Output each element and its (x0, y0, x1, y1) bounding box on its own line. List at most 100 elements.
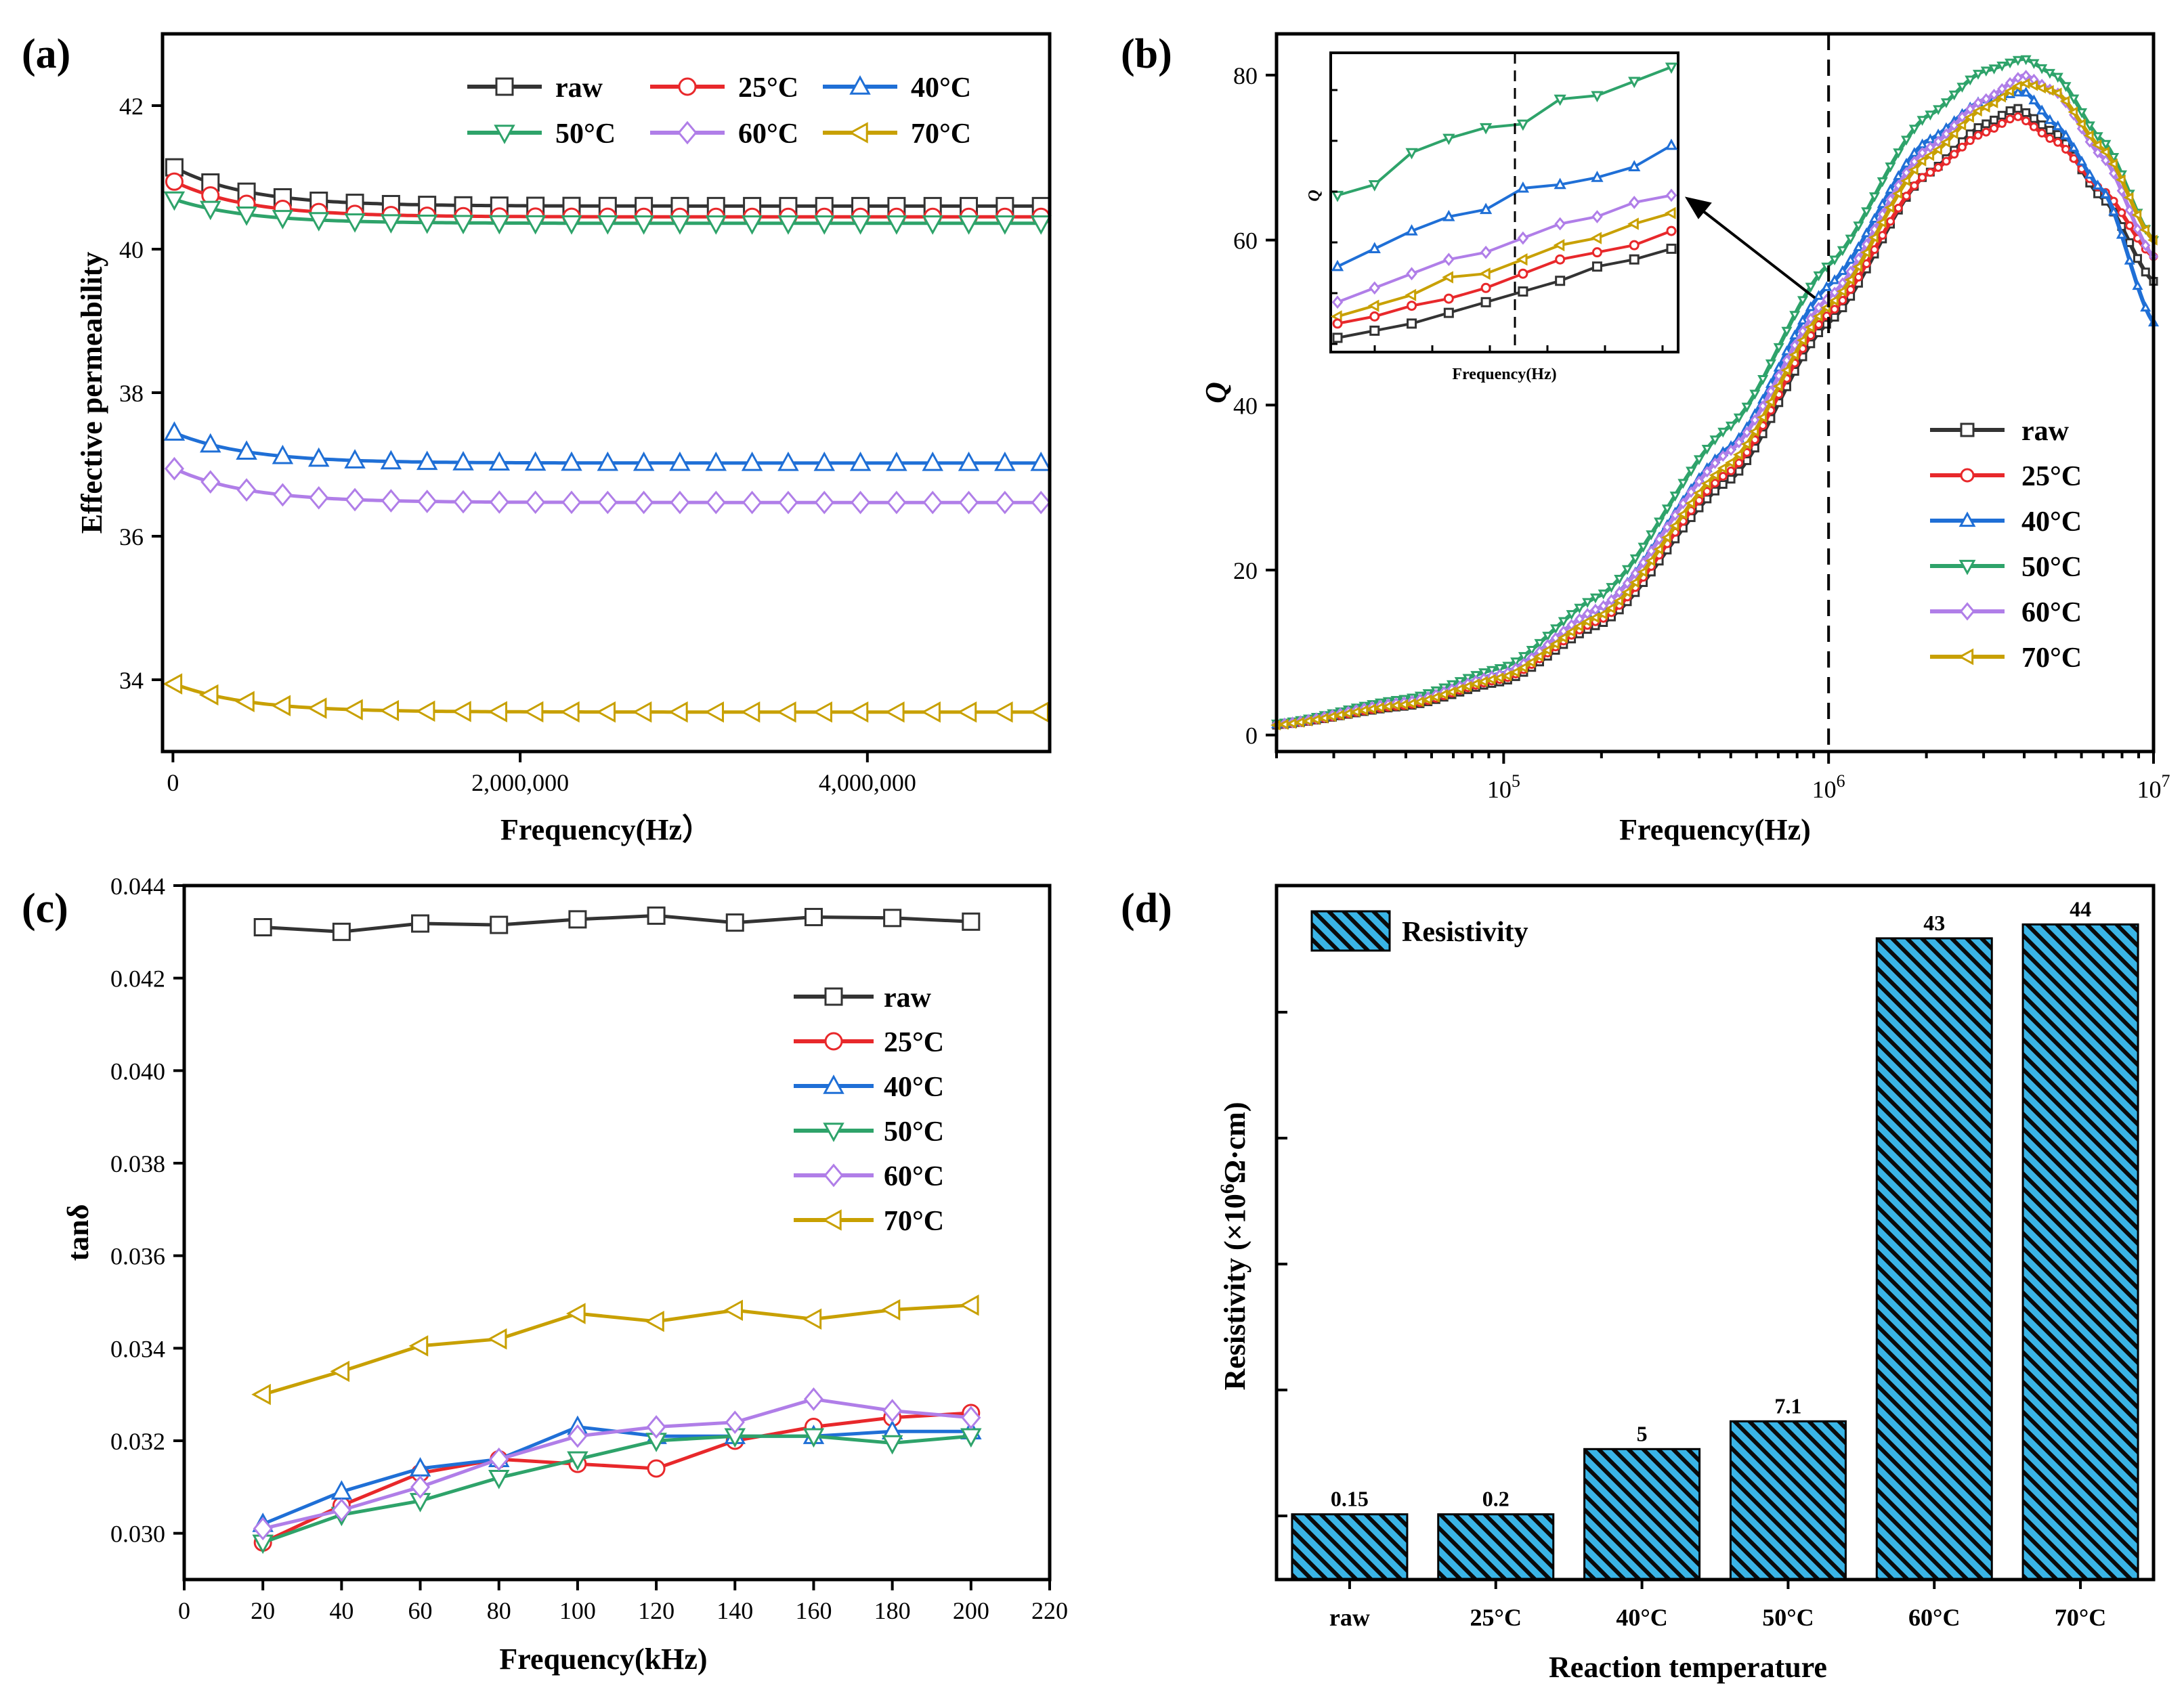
point-raw-96 (2037, 120, 2047, 129)
legend-label-60c: 60°C (884, 1161, 944, 1192)
inset: Frequency(Hz) Q (1306, 51, 1679, 383)
legend: raw 25°C 40°C 50°C 60°C 70°C (794, 982, 944, 1237)
point-50c-24 (1030, 215, 1052, 235)
point-50c-31 (1518, 652, 1529, 662)
inset-point-60c-7 (1591, 210, 1603, 223)
point-50c-88 (1972, 70, 1984, 80)
series-line-70c (262, 1303, 971, 1397)
point-40c-65 (1789, 329, 1801, 340)
y-axis-label-4: 80 (1233, 62, 1258, 89)
point-25c-76 (1878, 231, 1887, 240)
legend-label-raw: raw (2021, 416, 2070, 447)
point-50c-7 (416, 215, 438, 234)
point-50c-23 (994, 215, 1016, 235)
point-50c-62 (1765, 359, 1776, 370)
panel-a: (a) 34 36 38 40 42 0 2,000,000 4,000,000 Frequenc… (22, 31, 1052, 846)
inset-line-60c (1337, 194, 1672, 304)
point-40c-97 (2044, 114, 2055, 125)
inset-point-60c-4 (1480, 245, 1492, 259)
inset-point-60c-0 (1331, 295, 1344, 309)
legend-marker-raw (824, 987, 843, 1006)
point-raw-93 (2013, 104, 2023, 113)
point-70c-13 (1374, 702, 1384, 714)
point-70c-33 (1533, 651, 1544, 662)
point-70c-108 (2131, 209, 2142, 221)
point-raw-58 (1734, 466, 1744, 476)
point-70c-17 (1406, 698, 1416, 710)
inset-x-title: Frequency(Hz) (1452, 366, 1556, 383)
point-60c-16 (742, 490, 763, 515)
y-axis-label-3: 0.036 (110, 1243, 165, 1270)
point-60c-60 (1750, 414, 1760, 426)
point-50c-53 (1693, 455, 1705, 466)
point-70c-28 (1493, 672, 1504, 684)
x-axis-title: Frequency(kHz) (499, 1643, 707, 1676)
point-60c-91 (1997, 83, 2007, 95)
x-axis-title: Reaction temperature (1549, 1651, 1827, 1684)
point-70c-62 (1765, 396, 1775, 408)
point-70c-21 (921, 701, 941, 723)
point-50c-46 (1637, 542, 1649, 553)
plot-frame (1275, 884, 2156, 1582)
point-25c-100 (2069, 154, 2078, 163)
point-25c-59 (1742, 448, 1752, 457)
point-70c-43 (1613, 595, 1623, 607)
panel-label-b: (b) (1121, 31, 1172, 77)
point-70c-2 (408, 1335, 429, 1357)
point-40c-12 (597, 451, 619, 471)
point-50c-47 (1646, 530, 1657, 541)
point-60c-66 (1797, 325, 1808, 337)
point-raw-94 (2021, 108, 2031, 117)
point-60c-9 (961, 1406, 981, 1430)
inset-point-70c-6 (1553, 239, 1565, 252)
point-50c-50 (1669, 492, 1681, 502)
point-50c-97 (2044, 68, 2055, 79)
point-40c-7 (416, 450, 438, 471)
point-70c-25 (1470, 678, 1480, 690)
point-60c-88 (1973, 97, 1984, 109)
inset-line-70c (1337, 211, 1672, 318)
legend-label-70c: 70°C (911, 118, 971, 150)
point-50c-91 (1996, 61, 2008, 72)
point-70c-6 (1318, 712, 1329, 724)
point-70c-87 (1964, 112, 1974, 123)
point-70c-101 (2076, 118, 2086, 130)
point-60c-89 (1981, 93, 1991, 105)
point-raw-56 (1718, 479, 1728, 489)
point-70c-56 (1717, 462, 1728, 474)
point-40c-18 (813, 451, 835, 471)
point-60c-109 (2141, 239, 2151, 252)
x-axis-label-9: 180 (874, 1597, 911, 1624)
point-40c-108 (2132, 280, 2143, 290)
point-70c-70 (1828, 295, 1839, 307)
point-50c-16 (741, 215, 763, 235)
point-60c-7 (803, 1387, 824, 1411)
legend-marker-50c (494, 125, 515, 144)
inset-frame (1329, 51, 1679, 353)
legend-label-resistivity: Resistivity (1402, 917, 1528, 948)
legend-marker-60c (823, 1163, 844, 1188)
point-25c-89 (1982, 127, 1991, 137)
point-70c-82 (1924, 150, 1935, 161)
point-70c-72 (1844, 274, 1855, 286)
bar-label-70c: 44 (2070, 896, 2091, 921)
point-60c-71 (1837, 277, 1848, 289)
point-70c-84 (1940, 136, 1950, 148)
point-70c-68 (1812, 311, 1823, 322)
legend-label-50c: 50°C (2021, 552, 2082, 583)
point-40c-24 (1030, 451, 1052, 471)
point-40c-3 (272, 444, 294, 464)
point-60c-93 (2013, 72, 2024, 84)
point-40c-11 (561, 451, 582, 471)
point-70c-9 (1342, 708, 1352, 719)
inset-point-70c-5 (1516, 253, 1528, 266)
point-25c-72 (1846, 285, 1856, 295)
legend-marker-40c (823, 1074, 844, 1094)
point-50c-27 (1486, 666, 1497, 676)
inset-point-25c-4 (1480, 282, 1491, 293)
point-70c-47 (1645, 555, 1656, 567)
x-axis-label-8: 160 (795, 1597, 832, 1624)
point-40c-4 (307, 447, 330, 467)
series-50c (252, 1428, 982, 1554)
point-40c-72 (1845, 254, 1856, 264)
